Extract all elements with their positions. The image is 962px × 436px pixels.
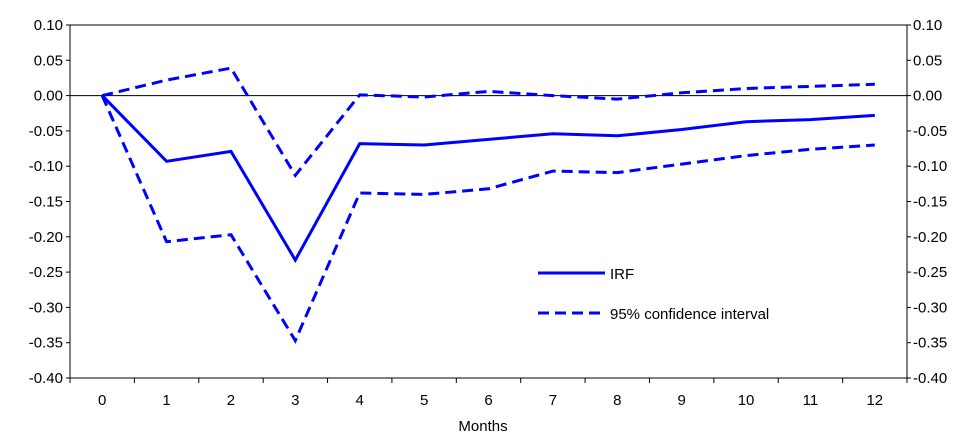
x-tick-label: 1: [162, 392, 170, 409]
x-tick-label: 2: [227, 392, 235, 409]
y-tick-label-right: -0.25: [913, 264, 947, 281]
y-tick-label-left: -0.30: [29, 299, 63, 316]
y-tick-label-right: -0.40: [913, 370, 947, 387]
y-tick-label-left: 0.00: [34, 88, 63, 105]
ci-lower-line: [100, 94, 875, 344]
x-tick-label: 9: [677, 392, 685, 409]
y-tick-label-right: -0.15: [913, 194, 947, 211]
x-axis-title: Months: [458, 418, 507, 435]
y-tick-label-left: -0.15: [29, 194, 63, 211]
y-tick-label-left: -0.05: [29, 123, 63, 140]
x-tick-label: 0: [98, 392, 106, 409]
x-tick-label: 7: [549, 392, 557, 409]
legend-irf-label: IRF: [610, 266, 634, 283]
y-tick-label-right: -0.20: [913, 229, 947, 246]
irf-line: [101, 94, 875, 264]
x-tick-label: 5: [420, 392, 428, 409]
y-tick-label-left: 0.10: [34, 17, 63, 34]
y-tick-label-right: -0.30: [913, 299, 947, 316]
y-tick-label-right: 0.10: [913, 17, 942, 34]
y-tick-label-right: 0.05: [913, 52, 942, 69]
y-tick-label-left: -0.35: [29, 335, 63, 352]
x-tick-label: 6: [484, 392, 492, 409]
plot-frame: [69, 24, 908, 379]
y-tick-label-left: -0.10: [29, 158, 63, 175]
y-tick-label-left: -0.25: [29, 264, 63, 281]
y-tick-label-left: -0.40: [29, 370, 63, 387]
y-tick-label-right: -0.35: [913, 335, 947, 352]
legend-ci-label: 95% confidence interval: [610, 306, 769, 323]
y-tick-label-left: 0.05: [34, 52, 63, 69]
x-tick-label: 12: [866, 392, 883, 409]
x-tick-label: 10: [738, 392, 755, 409]
x-tick-label: 11: [803, 392, 819, 409]
legend: IRF 95% confidence interval: [538, 266, 769, 323]
x-tick-label: 4: [356, 392, 364, 409]
y-tick-label-left: -0.20: [29, 229, 63, 246]
x-tick-label: 3: [291, 392, 299, 409]
y-tick-label-right: -0.10: [913, 158, 947, 175]
y-tick-label-right: 0.00: [913, 88, 942, 105]
x-tick-label: 8: [613, 392, 621, 409]
y-tick-label-right: -0.05: [913, 123, 947, 140]
